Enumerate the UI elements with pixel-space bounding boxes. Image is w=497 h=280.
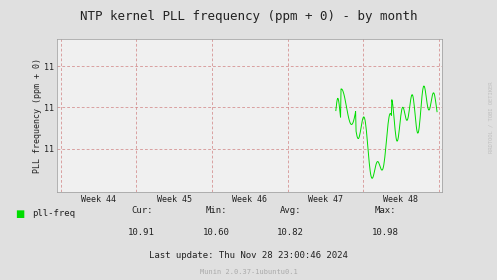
Text: Cur:: Cur:	[131, 206, 153, 215]
Text: Min:: Min:	[205, 206, 227, 215]
Text: 10.82: 10.82	[277, 228, 304, 237]
Text: pll-freq: pll-freq	[32, 209, 76, 218]
Text: Munin 2.0.37-1ubuntu0.1: Munin 2.0.37-1ubuntu0.1	[200, 269, 297, 275]
Text: ■: ■	[15, 209, 24, 219]
Text: 10.98: 10.98	[372, 228, 399, 237]
Text: 10.91: 10.91	[128, 228, 155, 237]
Y-axis label: PLL frequency (ppm + 0): PLL frequency (ppm + 0)	[33, 58, 42, 173]
Text: Avg:: Avg:	[280, 206, 302, 215]
Text: NTP kernel PLL frequency (ppm + 0) - by month: NTP kernel PLL frequency (ppm + 0) - by …	[80, 10, 417, 23]
Text: RRDTOOL / TOBI OETIKER: RRDTOOL / TOBI OETIKER	[488, 82, 493, 153]
Text: Last update: Thu Nov 28 23:00:46 2024: Last update: Thu Nov 28 23:00:46 2024	[149, 251, 348, 260]
Text: Max:: Max:	[374, 206, 396, 215]
Text: 10.60: 10.60	[203, 228, 230, 237]
